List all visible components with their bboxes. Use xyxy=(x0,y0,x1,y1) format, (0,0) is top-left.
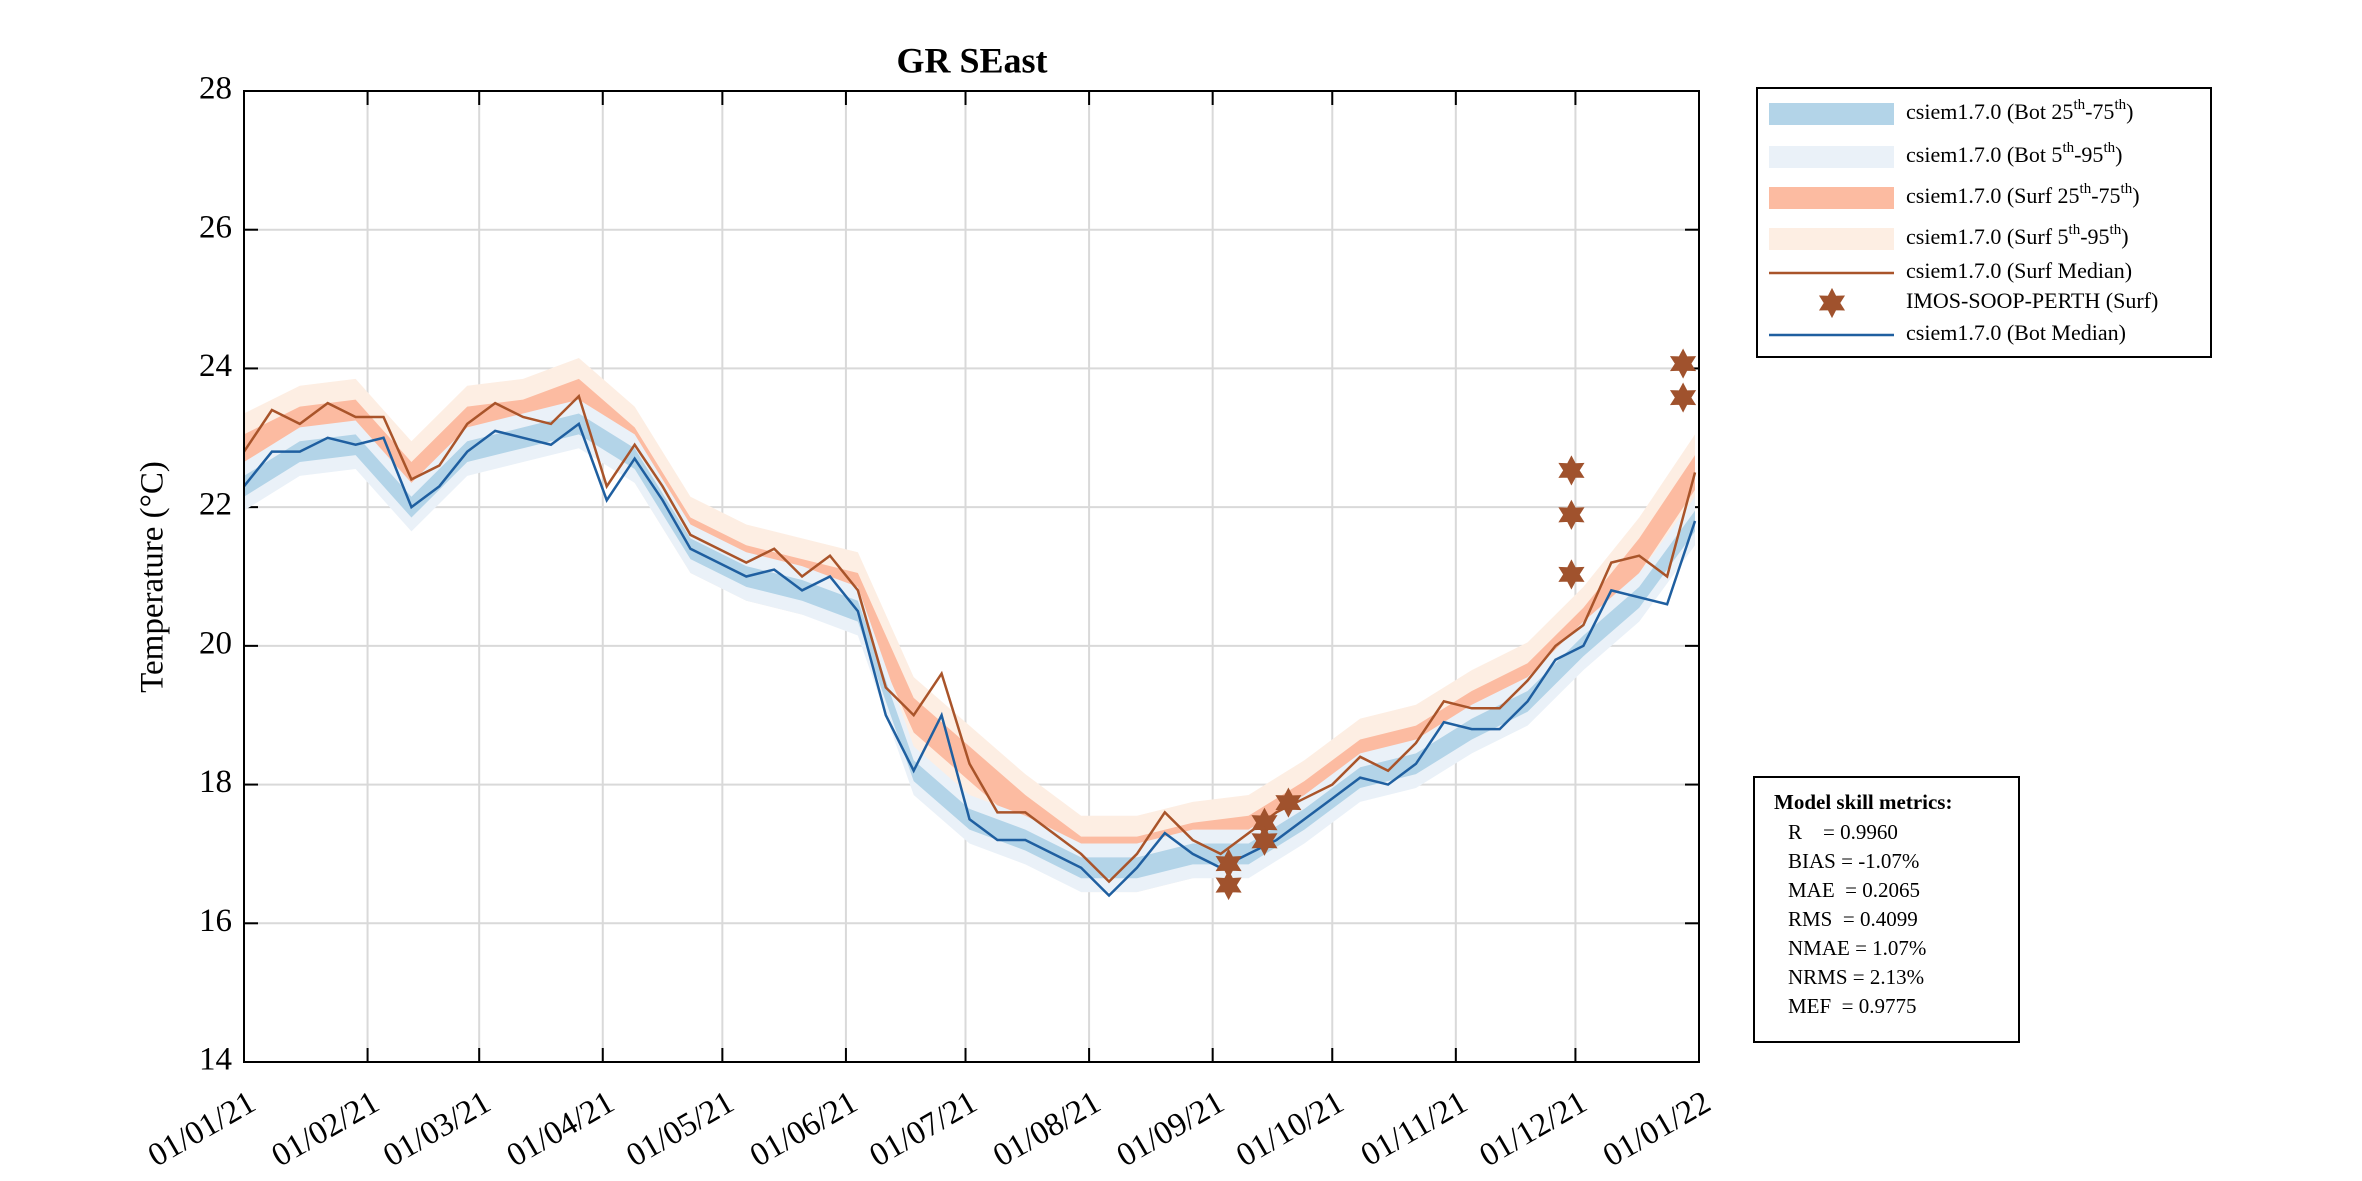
y-tick-label: 14 xyxy=(199,1042,232,1078)
observation-marker xyxy=(1669,348,1697,379)
chart-title: GR SEast xyxy=(896,40,1047,80)
legend-swatch xyxy=(1769,228,1894,250)
legend-swatch xyxy=(1769,103,1894,125)
y-axis-label: Temperature (°C) xyxy=(135,461,171,693)
y-tick-label: 26 xyxy=(199,209,232,245)
legend-label: csiem1.7.0 (Surf 25th-75th) xyxy=(1906,181,2140,208)
stats-line: MEF = 0.9775 xyxy=(1788,994,1917,1018)
y-tick-label: 16 xyxy=(199,903,232,939)
legend-swatch xyxy=(1769,187,1894,209)
legend-label: csiem1.7.0 (Surf Median) xyxy=(1906,258,2132,283)
legend-box xyxy=(1756,87,2212,358)
observation-marker xyxy=(1251,825,1278,856)
stats-line: NRMS = 2.13% xyxy=(1788,965,1924,989)
observation-marker xyxy=(1669,382,1697,413)
median-line xyxy=(243,421,1697,898)
y-tick-label: 28 xyxy=(199,71,232,107)
legend-marker xyxy=(1818,287,1846,319)
band xyxy=(244,378,1696,872)
observation-marker xyxy=(1558,455,1585,486)
stats-line: NMAE = 1.07% xyxy=(1788,936,1926,960)
stats-line: RMS = 0.4099 xyxy=(1788,907,1918,931)
legend-label: csiem1.7.0 (Bot Median) xyxy=(1906,320,2126,345)
y-tick-label: 20 xyxy=(199,625,232,661)
plot-frame xyxy=(243,90,1700,1063)
band xyxy=(244,358,1696,893)
observation-marker xyxy=(1558,499,1585,530)
y-tick-label: 18 xyxy=(199,764,232,800)
stats-title: Model skill metrics: xyxy=(1774,790,1952,814)
legend-label: csiem1.7.0 (Bot 25th-75th) xyxy=(1906,97,2133,124)
stats-line: R = 0.9960 xyxy=(1788,820,1898,844)
legend-label: IMOS-SOOP-PERTH (Surf) xyxy=(1906,288,2158,313)
stats-line: MAE = 0.2065 xyxy=(1788,878,1920,902)
median-line xyxy=(242,393,1697,884)
stats-box xyxy=(1753,776,2020,1043)
observation-marker xyxy=(1275,787,1302,818)
observation-marker xyxy=(1558,559,1585,590)
legend-label: csiem1.7.0 (Bot 5th-95th) xyxy=(1906,140,2122,167)
legend-label: csiem1.7.0 (Surf 5th-95th) xyxy=(1906,222,2129,249)
y-tick-label: 22 xyxy=(199,487,232,523)
y-tick-label: 24 xyxy=(199,348,232,384)
stats-line: BIAS = -1.07% xyxy=(1788,849,1919,873)
legend-swatch xyxy=(1769,146,1894,168)
observation-marker xyxy=(1215,870,1242,901)
